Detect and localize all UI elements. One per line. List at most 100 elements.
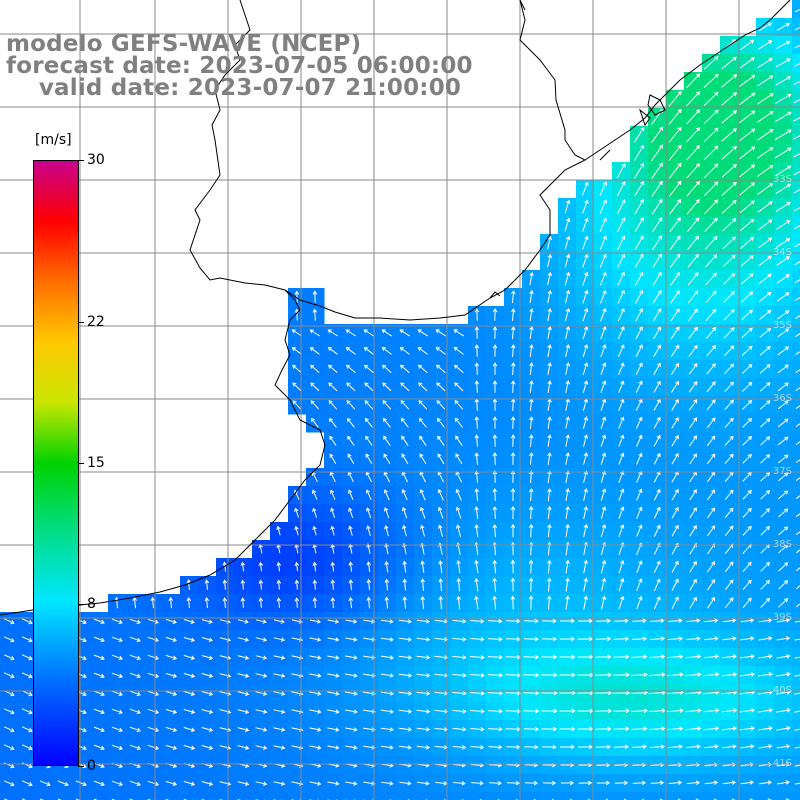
wind-arrow — [255, 745, 268, 750]
wind-speed-cell — [792, 468, 800, 487]
wind-arrow — [704, 618, 719, 623]
wind-arrow — [312, 525, 317, 536]
wind-arrow — [398, 619, 412, 624]
wind-arrow — [329, 453, 337, 464]
wind-arrow — [686, 217, 700, 233]
wind-arrow — [222, 561, 227, 572]
wind-arrow — [111, 726, 123, 733]
wind-arrow — [420, 524, 425, 537]
wind-arrow — [695, 798, 700, 800]
wind-arrow — [704, 217, 718, 232]
wind-arrow — [595, 726, 612, 732]
wind-arrow — [366, 525, 371, 537]
wind-arrow — [418, 417, 427, 428]
wind-arrow — [93, 690, 105, 697]
wind-arrow — [510, 452, 516, 465]
wind-arrow — [739, 146, 756, 160]
wind-arrow — [731, 798, 736, 800]
wind-arrow — [795, 405, 800, 410]
wind-arrow — [383, 435, 391, 446]
wind-arrow — [129, 744, 141, 751]
wind-arrow — [237, 727, 250, 732]
wind-arrow — [542, 780, 557, 786]
wind-arrow — [398, 745, 412, 750]
wind-arrow — [794, 279, 800, 284]
wind-arrow — [510, 362, 516, 375]
wind-arrow — [578, 618, 593, 624]
wind-arrow — [795, 387, 800, 392]
wind-arrow — [668, 180, 682, 197]
wind-arrow — [669, 217, 681, 233]
wind-arrow — [402, 524, 407, 537]
wind-arrow — [740, 236, 755, 249]
wind-arrow — [635, 307, 643, 322]
wind-arrow — [778, 472, 789, 482]
wind-arrow — [222, 597, 228, 608]
wind-arrow — [346, 417, 355, 428]
wind-arrow — [594, 708, 612, 714]
wind-arrow — [795, 459, 800, 464]
wind-arrow — [795, 369, 800, 374]
wind-arrow — [237, 709, 250, 714]
wind-arrow — [740, 654, 755, 659]
wind-arrow — [794, 620, 800, 623]
wind-arrow — [600, 326, 607, 340]
colorbar-tick-label: 0 — [87, 758, 96, 774]
wind-arrow — [738, 92, 756, 106]
wind-arrow — [705, 308, 717, 321]
wind-arrow — [689, 489, 697, 501]
wind-arrow — [547, 577, 552, 592]
wind-arrow — [273, 691, 286, 696]
wind-arrow — [416, 619, 431, 624]
wind-arrow — [474, 577, 479, 592]
wind-arrow — [328, 382, 338, 392]
wind-arrow — [547, 253, 553, 268]
wind-arrow — [739, 708, 756, 713]
wind-arrow — [565, 488, 570, 502]
wind-arrow — [565, 362, 570, 376]
wind-arrow — [366, 507, 372, 519]
wind-arrow — [776, 780, 790, 785]
wind-arrow — [21, 654, 33, 661]
wind-arrow — [165, 708, 178, 714]
wind-arrow — [273, 619, 285, 624]
wind-arrow — [793, 134, 800, 140]
wind-arrow — [687, 253, 699, 268]
wind-arrow — [365, 453, 373, 465]
wind-arrow — [147, 636, 159, 642]
wind-arrow — [777, 310, 790, 320]
wind-arrow — [671, 398, 679, 411]
wind-arrow — [363, 364, 374, 373]
wind-arrow — [402, 596, 407, 609]
wind-arrow — [327, 727, 340, 732]
wind-arrow — [398, 691, 413, 696]
wind-arrow — [668, 162, 682, 179]
wind-arrow — [776, 238, 791, 248]
wind-arrow — [758, 636, 773, 641]
wind-speed-cell — [486, 792, 505, 800]
wind-arrow — [795, 567, 800, 572]
wind-arrow — [759, 346, 771, 356]
wind-arrow — [258, 561, 264, 572]
wind-arrow — [309, 691, 322, 696]
wind-speed-cell — [792, 0, 800, 19]
wind-arrow — [129, 636, 141, 643]
wind-arrow — [634, 180, 644, 197]
wind-arrow — [774, 147, 792, 159]
wind-arrow — [3, 690, 15, 697]
wind-arrow — [309, 637, 322, 642]
wind-speed-cell — [612, 792, 631, 800]
wind-arrow — [741, 345, 753, 356]
wind-arrow — [794, 710, 800, 713]
wind-arrow — [582, 307, 589, 322]
wind-arrow — [793, 170, 800, 176]
wind-arrow — [327, 691, 340, 696]
wind-arrow — [400, 400, 410, 410]
wind-arrow — [438, 595, 443, 610]
wind-arrow — [488, 780, 502, 786]
wind-arrow — [757, 219, 773, 231]
wind-arrow — [150, 596, 156, 609]
wind-arrow — [794, 8, 800, 13]
wind-speed-cell — [792, 180, 800, 199]
lat-label: 37S — [773, 466, 792, 477]
